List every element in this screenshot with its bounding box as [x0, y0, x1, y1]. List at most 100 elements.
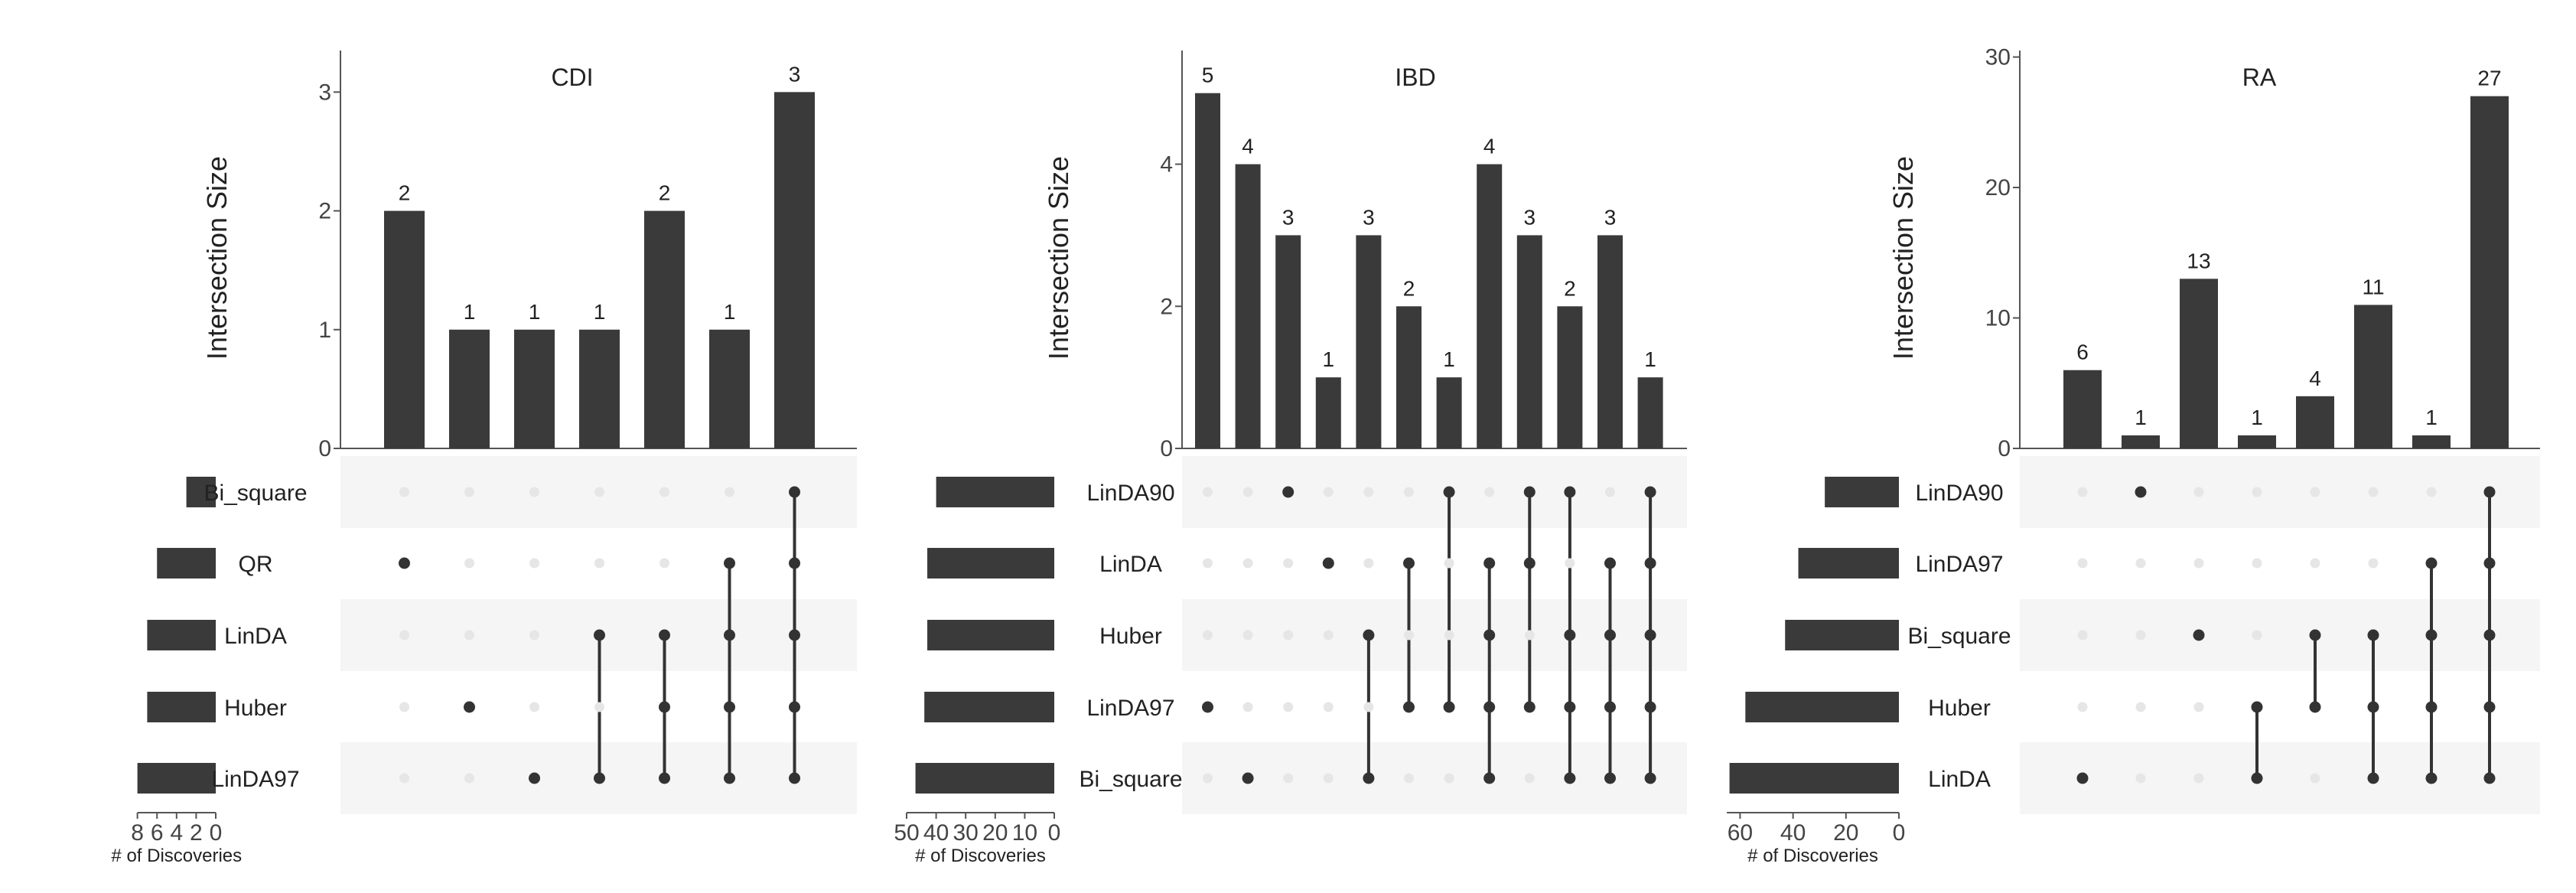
intersection-bar — [644, 210, 685, 448]
matrix-dot-inactive — [2077, 558, 2088, 569]
set-label: LinDA90 — [1086, 481, 1174, 506]
y-tick-label: 3 — [318, 80, 331, 105]
y-tick-label: 20 — [1985, 175, 2011, 200]
intersection-bar — [1436, 377, 1462, 448]
matrix-dot-inactive — [2252, 630, 2262, 640]
matrix-dot-inactive — [2310, 773, 2320, 784]
set-size-tick-label: 0 — [1893, 820, 1906, 846]
set-size-axis-label: # of Discoveries — [1747, 846, 1878, 866]
set-size-bar — [137, 763, 216, 794]
set-size-tick-label: 30 — [953, 820, 979, 846]
intersection-bar — [1275, 235, 1301, 448]
matrix-dot-inactive — [2252, 558, 2262, 569]
matrix-dot-inactive — [399, 702, 409, 712]
set-label: Bi_square — [1079, 767, 1182, 792]
bar-value-label: 1 — [1323, 347, 1335, 371]
matrix-dot-active — [1483, 629, 1496, 641]
matrix-dot-inactive — [2077, 487, 2088, 497]
intersection-bar — [2122, 435, 2160, 448]
matrix-dot-active — [1523, 701, 1536, 713]
intersection-bar — [1356, 235, 1382, 448]
matrix-dot-inactive — [1242, 702, 1253, 712]
matrix-dot-active — [659, 772, 670, 784]
set-size-tick-label: 20 — [1833, 820, 1858, 846]
matrix-dot-active — [724, 772, 735, 784]
matrix-dot-active — [1242, 772, 1254, 784]
intersection-bar — [1477, 164, 1503, 449]
matrix-dot-inactive — [1283, 630, 1294, 640]
intersection-bar — [2063, 370, 2102, 448]
intersection-bar — [514, 329, 555, 448]
matrix-dot-active — [724, 629, 735, 641]
set-label: LinDA97 — [1915, 552, 2003, 577]
matrix-dot-active — [2135, 486, 2147, 498]
bar-value-label: 13 — [2187, 249, 2210, 272]
matrix-dot-inactive — [529, 702, 539, 712]
chart-title: IBD — [1395, 64, 1435, 91]
matrix-dot-active — [1523, 557, 1536, 569]
matrix-row-stripe — [2020, 456, 2540, 528]
matrix-dot-inactive — [1323, 702, 1334, 712]
chart-title: CDI — [551, 64, 593, 91]
set-label: Huber — [1099, 624, 1162, 649]
matrix-dot-active — [1483, 701, 1496, 713]
matrix-dot-inactive — [2310, 558, 2320, 569]
matrix-dot-active — [1604, 772, 1616, 784]
set-size-tick-label: 4 — [170, 820, 183, 846]
matrix-dot-inactive — [1283, 702, 1294, 712]
matrix-dot-inactive — [1363, 702, 1374, 712]
matrix-dot-active — [594, 772, 605, 784]
matrix-dot-inactive — [1363, 487, 1374, 497]
panel-cdi: CDI Intersection Size 0 1 2 3 2 1 1 1 2 1 3 Bi_square… — [111, 51, 857, 866]
set-size-tick-label: 2 — [190, 820, 203, 846]
set-label: LinDA — [1099, 552, 1162, 577]
set-size-bar — [927, 548, 1054, 578]
matrix-dot-active — [1282, 486, 1295, 498]
matrix-dot-active — [789, 486, 800, 498]
set-size-bar — [1745, 692, 1899, 722]
matrix-dot-inactive — [1323, 630, 1334, 640]
set-label: LinDA — [224, 624, 287, 649]
y-tick-label: 4 — [1160, 152, 1173, 178]
intersection-bar — [1235, 164, 1261, 449]
matrix-dot-active — [1644, 772, 1656, 784]
intersection-bar — [1516, 235, 1542, 448]
matrix-dot-inactive — [399, 773, 409, 784]
set-size-bar — [186, 477, 216, 507]
bar-value-label: 4 — [1483, 135, 1496, 158]
bar-value-label: 2 — [1564, 276, 1576, 300]
matrix-dot-inactive — [1242, 487, 1253, 497]
matrix-dot-inactive — [464, 773, 474, 784]
matrix-dot-inactive — [1203, 773, 1213, 784]
bar-value-label: 1 — [594, 300, 606, 324]
set-size-tick-label: 40 — [923, 820, 949, 846]
matrix-dot-inactive — [529, 487, 539, 497]
intersection-bar — [1315, 377, 1341, 448]
matrix-dot-inactive — [1323, 773, 1334, 784]
y-axis-label: Intersection Size — [201, 156, 233, 360]
matrix-dot-active — [2483, 772, 2496, 784]
y-axis-label: Intersection Size — [1043, 156, 1074, 360]
matrix-dot-active — [2251, 772, 2263, 784]
matrix-dot-inactive — [1363, 558, 1374, 569]
matrix-dot-inactive — [594, 702, 604, 712]
matrix-dot-active — [2309, 701, 2321, 713]
matrix-dot-active — [1564, 701, 1576, 713]
matrix-dot-inactive — [2193, 702, 2204, 712]
matrix-dot-inactive — [1404, 630, 1414, 640]
y-tick-label: 2 — [1160, 294, 1173, 319]
matrix-row-stripe — [1182, 599, 1687, 671]
set-size-bar — [147, 620, 216, 650]
matrix-dot-inactive — [1484, 487, 1495, 497]
bar-value-label: 3 — [1524, 205, 1536, 229]
matrix-dot-active — [2425, 772, 2438, 784]
y-tick-label: 0 — [1160, 436, 1173, 461]
set-label: LinDA — [1928, 767, 1991, 792]
matrix-dot-active — [1604, 629, 1616, 641]
bar-value-label: 1 — [529, 300, 541, 324]
set-size-tick-label: 60 — [1728, 820, 1753, 846]
matrix-dot-inactive — [2310, 487, 2320, 497]
intersection-bar — [1557, 306, 1583, 448]
matrix-row-stripe — [1182, 456, 1687, 528]
